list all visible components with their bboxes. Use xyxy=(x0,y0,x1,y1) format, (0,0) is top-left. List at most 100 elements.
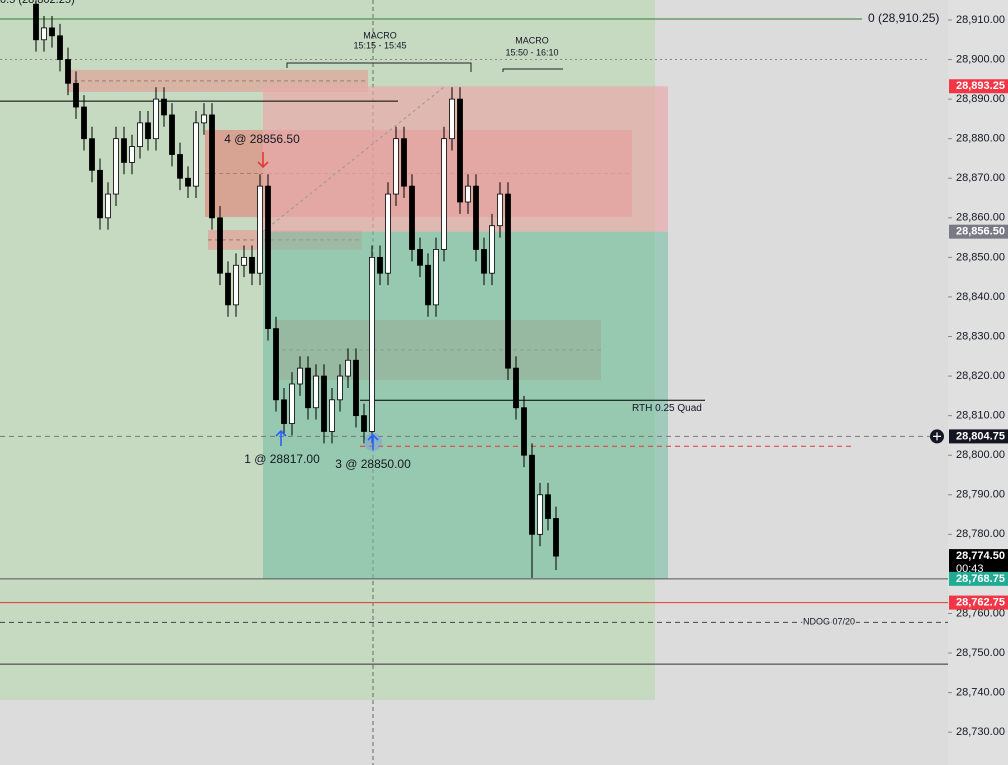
candle-body xyxy=(289,383,295,424)
candle-body xyxy=(441,138,447,250)
annotation: MACRO xyxy=(515,35,549,45)
candle-body xyxy=(233,264,239,306)
candle-body xyxy=(329,399,335,432)
candle-body xyxy=(209,114,215,219)
candle-body xyxy=(529,454,535,535)
candle-body xyxy=(457,98,463,203)
candle-body xyxy=(49,27,55,37)
level-label: 0 (28,910.25) xyxy=(868,11,939,25)
candle-body xyxy=(169,114,175,155)
y-tick-label: 28,750.00 xyxy=(956,647,1005,659)
price-tag-label: 28,804.75 xyxy=(956,430,1005,442)
price-tag-label: 28,774.50 xyxy=(956,550,1005,562)
candle-body xyxy=(497,193,503,227)
candle-body xyxy=(57,35,63,60)
level-label: 0.5 (28,802.25) xyxy=(0,0,75,6)
candle-body xyxy=(553,518,559,557)
y-tick-label: 28,730.00 xyxy=(956,726,1005,738)
y-tick-label: 28,900.00 xyxy=(956,53,1005,65)
crosshair-plus-icon xyxy=(933,432,941,441)
candle-body xyxy=(281,399,287,424)
y-tick-label: 28,830.00 xyxy=(956,330,1005,342)
trade-label: 1 @ 28817.00 xyxy=(244,452,320,466)
trade-arrow xyxy=(367,433,379,450)
trade-label: 4 @ 28856.50 xyxy=(224,132,300,146)
candle-body xyxy=(345,359,351,377)
candle-body xyxy=(73,82,79,108)
candle-body xyxy=(81,106,87,140)
candle-body xyxy=(305,367,311,409)
candle-body xyxy=(473,185,479,250)
price-tag-label: 28,893.25 xyxy=(956,80,1005,92)
candle-body xyxy=(249,256,255,274)
candle-body xyxy=(353,359,359,417)
y-tick-label: 28,760.00 xyxy=(956,607,1005,619)
price-tag xyxy=(949,595,1008,610)
candle-body xyxy=(361,415,367,432)
candle-body xyxy=(273,328,279,401)
candle-body xyxy=(505,193,511,369)
price-tag xyxy=(949,79,1008,94)
candle-body xyxy=(161,98,167,116)
y-tick-label: 28,870.00 xyxy=(956,172,1005,184)
candle-body xyxy=(401,138,407,187)
candle-body xyxy=(465,185,471,203)
candle-body xyxy=(537,494,543,535)
candle-body xyxy=(113,138,119,195)
candle-body xyxy=(153,98,159,140)
annotation: 15:15 - 15:45 xyxy=(353,40,406,50)
candle-body xyxy=(481,249,487,274)
candle-body xyxy=(425,264,431,306)
y-tick-label: 28,840.00 xyxy=(956,291,1005,303)
candle-body xyxy=(225,272,231,306)
y-tick-label: 28,890.00 xyxy=(956,93,1005,105)
candle-body xyxy=(121,138,127,163)
annotation: 15:50 - 16:10 xyxy=(505,47,558,57)
candle-body xyxy=(545,494,551,519)
candle-body xyxy=(337,375,343,401)
candle-body xyxy=(97,169,103,219)
candle-body xyxy=(201,114,207,124)
candle-body xyxy=(369,256,375,432)
candle-body xyxy=(137,122,143,147)
price-tag xyxy=(949,224,1008,239)
y-tick-label: 28,880.00 xyxy=(956,133,1005,145)
y-tick-label: 28,790.00 xyxy=(956,489,1005,501)
candle-body xyxy=(33,3,39,41)
macro-bracket xyxy=(502,68,563,72)
candle-body xyxy=(145,122,151,140)
annotation: MACRO xyxy=(363,30,397,40)
price-tag-label: 28,856.50 xyxy=(956,226,1005,238)
candle-body xyxy=(265,185,271,329)
price-tag-label: 28,768.75 xyxy=(956,573,1005,585)
y-tick-label: 28,800.00 xyxy=(956,449,1005,461)
candle-body xyxy=(241,256,247,266)
candle-body xyxy=(377,256,383,274)
candle-body xyxy=(297,367,303,385)
candle-body xyxy=(417,249,423,266)
trade-arrow xyxy=(257,152,269,169)
candle-body xyxy=(89,138,95,171)
y-tick-label: 28,910.00 xyxy=(956,14,1005,26)
price-tag xyxy=(949,429,1008,444)
level-label: RTH 0.25 Quad xyxy=(632,403,702,414)
price-axis xyxy=(948,0,1008,765)
candle-body xyxy=(185,177,191,187)
trade-label: 3 @ 28850.00 xyxy=(335,457,411,471)
candle-body xyxy=(521,407,527,456)
y-tick-label: 28,740.00 xyxy=(956,687,1005,699)
candle-body xyxy=(449,98,455,140)
trade-arrow xyxy=(275,429,287,446)
y-tick-label: 28,850.00 xyxy=(956,251,1005,263)
y-tick-label: 28,860.00 xyxy=(956,212,1005,224)
candle-body xyxy=(433,249,439,306)
candle-body xyxy=(65,59,71,84)
price-tag xyxy=(949,571,1008,586)
position-path xyxy=(262,85,446,233)
candle-body xyxy=(489,225,495,274)
y-tick-label: 28,820.00 xyxy=(956,370,1005,382)
candle-body xyxy=(321,375,327,432)
candle-body xyxy=(409,185,415,250)
candle-body xyxy=(385,193,391,274)
y-tick-label: 28,780.00 xyxy=(956,528,1005,540)
